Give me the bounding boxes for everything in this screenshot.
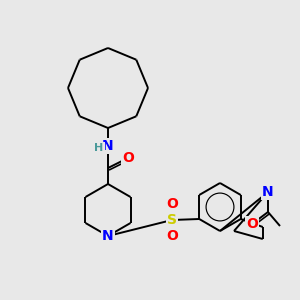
Text: N: N [262, 185, 274, 199]
Text: N: N [102, 139, 114, 153]
Text: H: H [94, 143, 103, 153]
Text: O: O [246, 217, 258, 231]
Text: N: N [102, 229, 114, 243]
Text: O: O [122, 151, 134, 165]
Text: S: S [167, 213, 177, 227]
Text: O: O [166, 229, 178, 243]
Text: O: O [166, 197, 178, 211]
